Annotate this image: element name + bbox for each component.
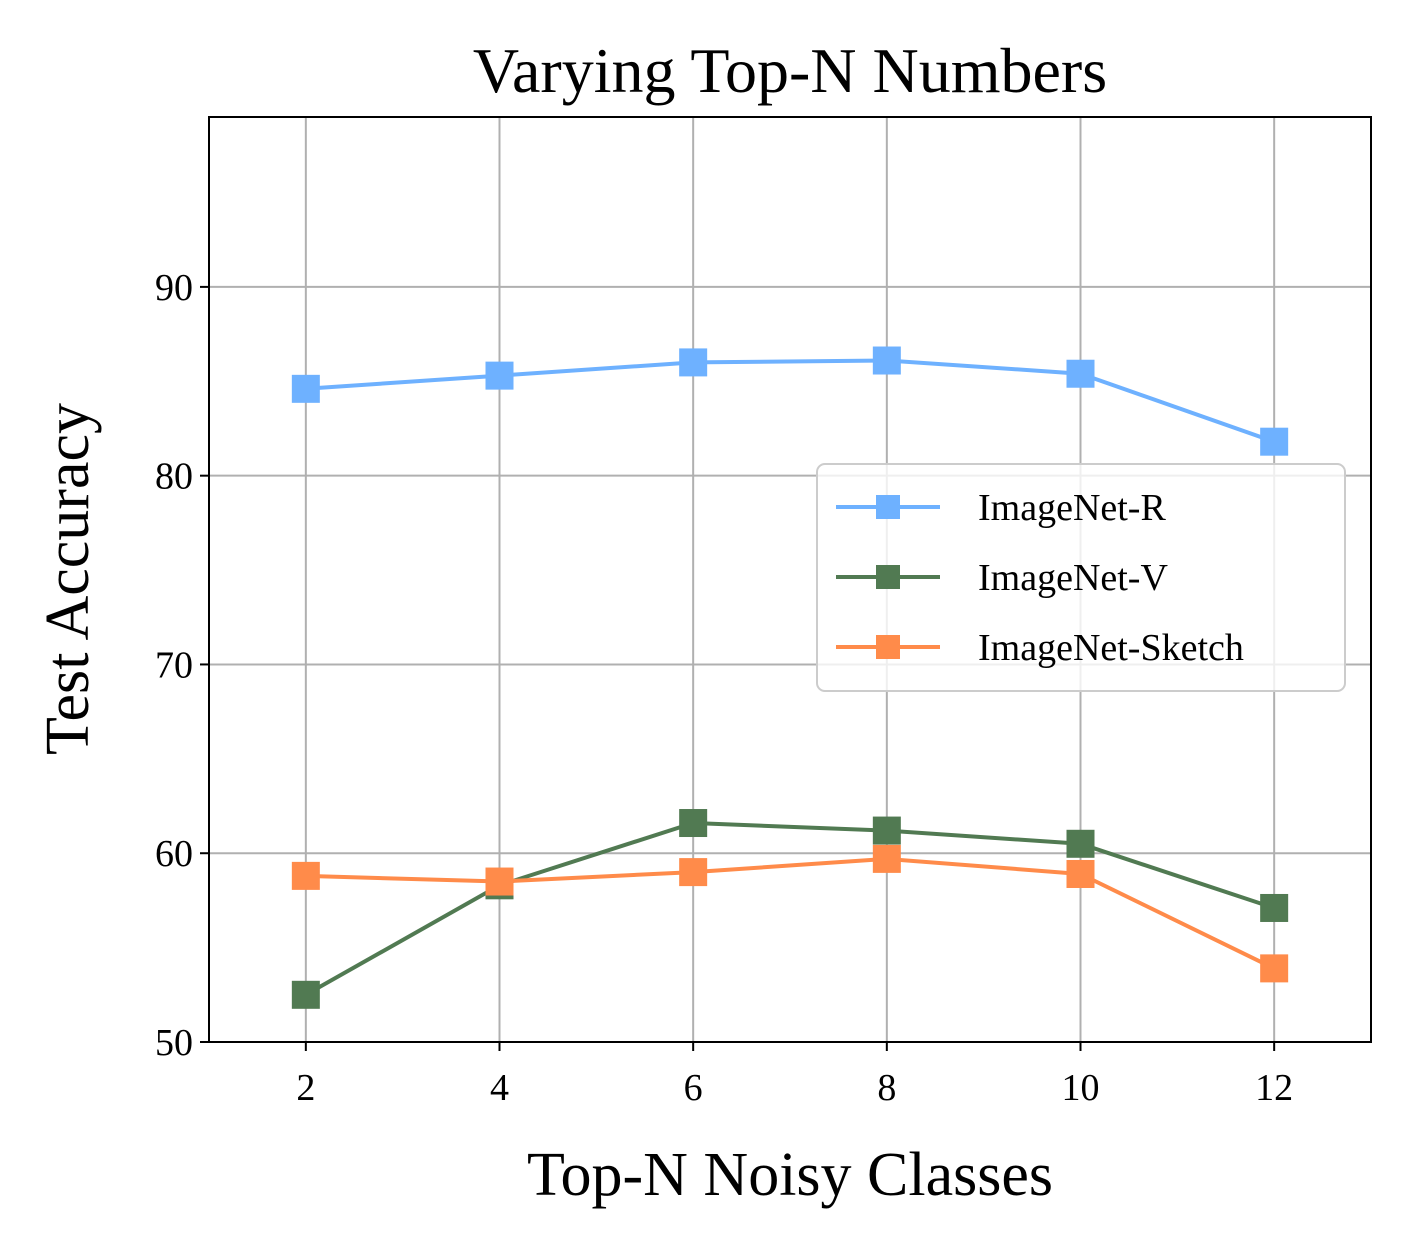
data-point xyxy=(679,348,708,377)
data-point xyxy=(1260,893,1289,922)
data-point xyxy=(1066,829,1095,858)
data-point xyxy=(485,361,514,390)
data-point xyxy=(1260,427,1289,456)
legend-marker xyxy=(876,635,900,659)
series-line xyxy=(305,856,1276,971)
x-tick-label: 10 xyxy=(1062,1067,1100,1109)
data-point xyxy=(872,346,901,375)
x-tick-label: 8 xyxy=(877,1067,896,1109)
series-imagenet-v xyxy=(291,809,1289,1009)
y-axis-label: Test Accuracy xyxy=(34,403,102,755)
data-point xyxy=(679,809,708,838)
series-imagenet-sketch xyxy=(291,844,1289,983)
legend-marker xyxy=(876,495,900,519)
x-tick-label: 12 xyxy=(1255,1067,1293,1109)
data-point xyxy=(872,816,901,845)
x-tick-label: 6 xyxy=(684,1067,703,1109)
legend-item: ImageNet-V xyxy=(836,557,1168,599)
data-point xyxy=(291,374,320,403)
legend-label: ImageNet-V xyxy=(978,557,1168,599)
x-axis-label: Top-N Noisy Classes xyxy=(527,1141,1053,1209)
legend-item: ImageNet-Sketch xyxy=(836,627,1244,669)
legend-label: ImageNet-R xyxy=(978,487,1166,529)
series-line xyxy=(305,358,1275,444)
series-line xyxy=(304,821,1275,997)
data-point xyxy=(679,858,708,887)
series-layer xyxy=(291,346,1289,1009)
y-tick-label: 70 xyxy=(155,644,193,686)
y-tick-label: 80 xyxy=(155,456,193,498)
legend: ImageNet-R ImageNet-V ImageNet-Sketch xyxy=(816,463,1346,692)
y-tick-label: 50 xyxy=(155,1022,193,1064)
legend-item: ImageNet-R xyxy=(836,487,1166,529)
y-tick-label: 60 xyxy=(155,833,193,875)
legend-box xyxy=(816,463,1346,692)
plot-frame xyxy=(208,116,1372,1043)
data-point xyxy=(1066,359,1095,388)
data-point xyxy=(291,861,320,890)
data-point xyxy=(291,980,320,1009)
legend-label: ImageNet-Sketch xyxy=(978,627,1244,669)
data-point xyxy=(1066,859,1095,888)
y-tick-label: 90 xyxy=(155,267,193,309)
chart-title: Varying Top-N Numbers xyxy=(473,35,1107,106)
data-point xyxy=(485,867,514,896)
x-tick-label: 2 xyxy=(296,1067,315,1109)
legend-marker xyxy=(876,565,900,589)
ticks: 2 4 6 8 10 12 50 60 70 80 90 xyxy=(155,267,1293,1109)
data-point xyxy=(1260,954,1289,983)
series-imagenet-r xyxy=(291,346,1289,456)
x-tick-label: 4 xyxy=(490,1067,509,1109)
data-point xyxy=(872,844,901,873)
